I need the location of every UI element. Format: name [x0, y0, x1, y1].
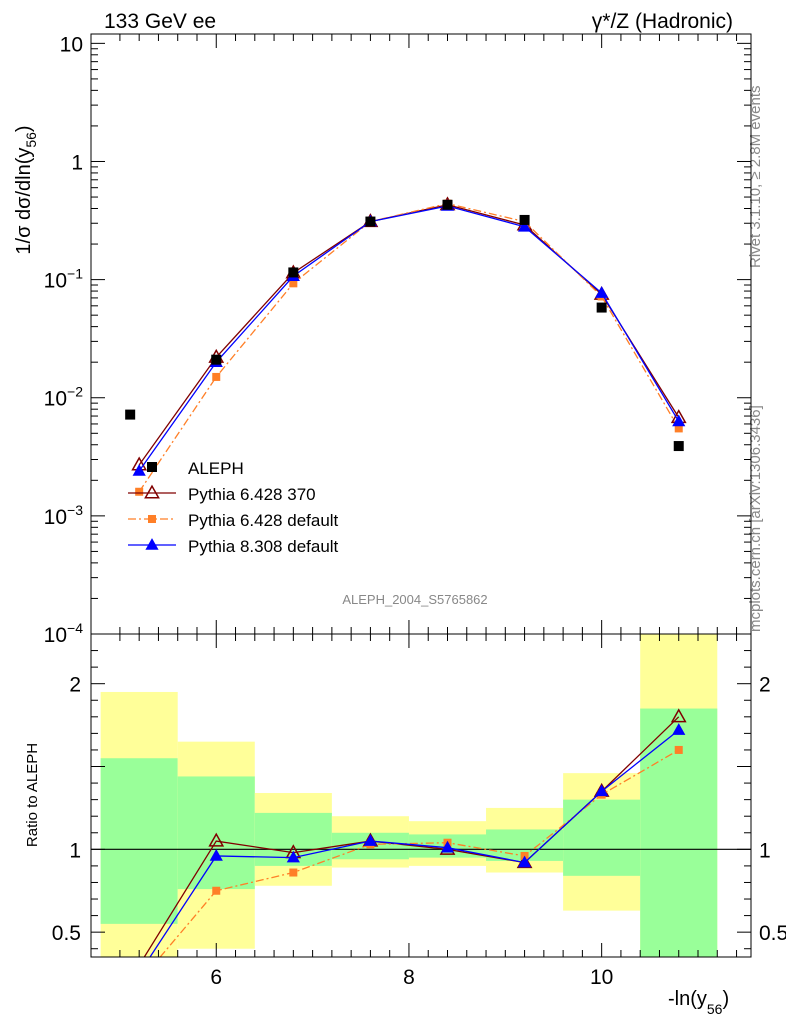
- header-right-label: γ*/Z (Hadronic): [592, 10, 733, 33]
- data-point: [596, 302, 607, 313]
- main-axes: 10 1 10−1 10−2 10−3 10−4: [44, 33, 752, 647]
- series-line: [138, 205, 680, 472]
- data-point: [519, 214, 530, 225]
- ratio-point: [289, 868, 298, 877]
- ratio-point: [208, 832, 225, 847]
- x-tick-label: 6: [210, 966, 222, 989]
- analysis-watermark: ALEPH_2004_S5765862: [342, 592, 487, 607]
- ratio-tick-label: 1: [69, 839, 81, 862]
- ratio-point: [440, 840, 455, 853]
- data-point: [125, 409, 136, 420]
- y-tick-label: 10−2: [44, 384, 84, 411]
- inner-uncertainty-band: [100, 758, 178, 924]
- ratio-point: [672, 723, 686, 735]
- y-tick-label: 1: [71, 151, 83, 174]
- ratio-y-axis-title: Ratio to ALEPH: [24, 743, 41, 847]
- series-point: [672, 414, 686, 427]
- ratio-point: [209, 849, 223, 861]
- legend-label-aleph: ALEPH: [188, 459, 244, 478]
- legend-marker-aleph: [147, 462, 157, 472]
- y-axis-title: 1/σ dσ/dln(y56): [13, 125, 39, 254]
- ratio-point: [517, 855, 532, 868]
- x-tick-label: 8: [403, 966, 415, 989]
- series-point: [132, 464, 146, 476]
- header-left-label: 133 GeV ee: [104, 10, 216, 33]
- x-axis-title: -ln(y56): [668, 988, 729, 1017]
- legend-label: Pythia 8.308 default: [188, 537, 339, 556]
- ratio-series-line: [149, 729, 680, 957]
- y-tick-label: 10: [60, 33, 83, 56]
- series-point: [517, 219, 532, 232]
- series-point: [289, 279, 298, 288]
- series-point: [212, 372, 221, 381]
- data-point: [442, 199, 453, 210]
- x-tick-label: 10: [590, 966, 613, 989]
- series-point: [135, 487, 144, 496]
- data-point: [211, 354, 222, 365]
- legend-label: Pythia 6.428 370: [188, 485, 316, 504]
- legend-marker: [144, 484, 160, 499]
- data-point: [365, 216, 376, 227]
- ratio-uncertainty-bands: [100, 634, 718, 957]
- ratio-tick-label-right: 1: [759, 839, 771, 862]
- ratio-point: [286, 850, 300, 863]
- ratio-point: [595, 784, 609, 797]
- series-point: [674, 424, 683, 433]
- legend-label: Pythia 6.428 default: [188, 511, 339, 530]
- ratio-tick-label-right: 2: [759, 674, 771, 697]
- ratio-tick-label: 2: [69, 674, 81, 697]
- main-series-layer: [125, 196, 687, 496]
- y-tick-label: 10−3: [44, 502, 84, 529]
- ratio-point: [670, 708, 687, 723]
- ratio-point: [674, 745, 683, 754]
- data-point: [288, 267, 299, 278]
- ratio-point: [363, 834, 378, 846]
- series-line: [138, 202, 680, 493]
- ratio-series-layer: [91, 708, 751, 957]
- ratio-tick-label-right: 0.5: [759, 922, 786, 945]
- legend: ALEPH Pythia 6.428 370 Pythia 6.428 defaul…: [128, 459, 339, 556]
- legend-marker: [145, 538, 159, 550]
- data-point: [673, 441, 684, 452]
- inner-uncertainty-band: [563, 799, 641, 876]
- ratio-series-line: [159, 749, 680, 957]
- ratio-axes: 0.5 0.5 1 1 2 2 6 8 10: [52, 633, 786, 989]
- rivet-version-label: Rivet 3.1.10, ≥ 2.8M events: [747, 86, 764, 269]
- y-tick-label: 10−1: [44, 266, 84, 293]
- series-point: [595, 286, 609, 298]
- legend-marker: [148, 515, 156, 523]
- ratio-frame: [90, 633, 752, 958]
- ratio-point: [212, 886, 221, 895]
- series-line: [138, 204, 680, 466]
- y-tick-label: 10−4: [44, 620, 84, 647]
- ratio-tick-label: 0.5: [52, 922, 81, 945]
